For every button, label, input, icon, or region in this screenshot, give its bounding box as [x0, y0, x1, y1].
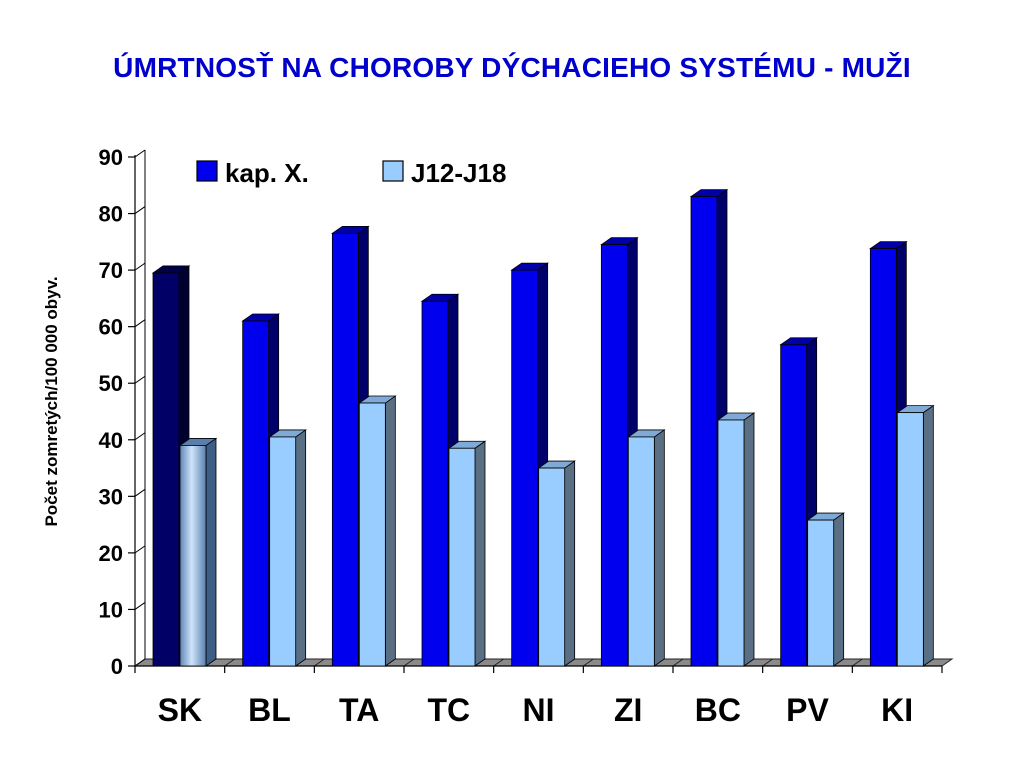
y-tick-label: 60: [99, 315, 123, 340]
bar-zi-j12-j18: [627, 429, 666, 667]
x-tick-label-tc: TC: [428, 692, 471, 728]
bar-sk-kap-x-front: [152, 272, 180, 667]
floor-divider: [852, 658, 863, 667]
y-tick-depth: [134, 432, 146, 441]
chart-bars: [151, 188, 935, 667]
y-tick-depth: [134, 319, 146, 328]
x-tick-label-pv: PV: [786, 692, 829, 728]
bar-ta-j12-j18-front: [358, 402, 386, 667]
floor-divider: [314, 658, 325, 667]
bar-ni-j12-j18: [537, 460, 576, 667]
y-tick-label: 70: [99, 258, 123, 283]
bar-ni-j12-j18-side: [564, 460, 576, 667]
bar-bc-kap-x-front: [690, 196, 718, 667]
floor-divider: [762, 658, 773, 667]
bar-ki-kap-x: [869, 240, 908, 667]
y-tick-depth: [134, 375, 146, 384]
bar-zi-kap-x-front: [600, 244, 628, 667]
bar-ki-kap-x-front: [869, 248, 897, 667]
y-tick-depth: [134, 262, 146, 271]
x-tick-label-ni: NI: [523, 692, 555, 728]
x-tick-label-bl: BL: [248, 692, 291, 728]
bar-sk-j12-j18-front: [179, 445, 207, 667]
y-tick-label: 0: [111, 654, 123, 679]
floor-divider: [672, 658, 684, 667]
y-tick-depth: [134, 602, 146, 610]
y-axis-title: Počet zomretých/100 000 obyv.: [42, 276, 61, 526]
bar-bl-j12-j18-side: [295, 429, 307, 667]
y-tick-depth: [134, 149, 146, 158]
y-tick-label: 90: [99, 145, 123, 170]
floor-divider: [224, 658, 235, 667]
x-tick-label-sk: SK: [158, 692, 202, 728]
bar-tc-j12-j18-front: [448, 447, 476, 667]
legend-item-kap-x: kap. X.: [196, 158, 309, 188]
bar-bc-j12-j18: [716, 412, 756, 667]
y-tick-depth: [134, 488, 146, 497]
bar-pv-j12-j18-front: [807, 519, 835, 667]
chart-legend: kap. X. J12-J18: [196, 158, 506, 188]
floor-divider: [583, 658, 594, 667]
y-tick-label: 10: [99, 597, 123, 622]
bar-zi-j12-j18-side: [653, 429, 665, 667]
legend-item-kap-x-swatch: [196, 160, 218, 182]
y-tick-label: 20: [99, 541, 123, 566]
y-tick-depth: [134, 658, 146, 667]
legend-item-kap-x-label: kap. X.: [225, 158, 309, 188]
bar-ki-j12-j18: [896, 404, 935, 667]
bar-ni-j12-j18-front: [538, 467, 566, 667]
bar-ki-j12-j18-side: [922, 404, 934, 667]
bar-tc-kap-x-front: [421, 300, 449, 667]
bar-ta-j12-j18-side: [384, 395, 396, 667]
floor-divider: [493, 658, 504, 667]
legend-item-j12-j18-label: J12-J18: [411, 158, 506, 188]
bar-zi-j12-j18-front: [627, 436, 655, 667]
bar-bc-kap-x: [689, 188, 729, 667]
bar-ni-kap-x-front: [511, 269, 539, 667]
y-tick-label: 50: [99, 371, 123, 396]
bar-bl-j12-j18-front: [269, 436, 297, 667]
y-tick-depth: [134, 545, 146, 554]
bar-ta-j12-j18: [358, 395, 397, 667]
bar-tc-j12-j18: [447, 440, 487, 667]
x-tick-label-ki: KI: [881, 692, 913, 728]
floor-divider: [403, 658, 415, 667]
bar-ta-kap-x-front: [331, 232, 359, 667]
x-tick-label-ta: TA: [339, 692, 379, 728]
y-tick-depth: [134, 206, 146, 214]
bar-bl-kap-x-front: [242, 320, 270, 667]
bar-bl-j12-j18: [268, 429, 307, 667]
chart-title: ÚMRTNOSŤ NA CHOROBY DÝCHACIEHO SYSTÉMU -…: [113, 52, 911, 83]
bar-ki-j12-j18-front: [896, 412, 924, 667]
chart-labels: 0 10 20 30 40 50 60 70 80 90 Počet zomretých/100 0…: [42, 145, 913, 728]
bar-bc-j12-j18-side: [743, 412, 755, 667]
x-tick-label-bc: BC: [695, 692, 741, 728]
y-tick-label: 40: [99, 428, 123, 453]
bar-pv-j12-j18: [806, 512, 845, 667]
legend-item-j12-j18-swatch: [382, 160, 404, 182]
bar-sk-j12-j18-side: [205, 437, 217, 667]
bar-bc-j12-j18-front: [717, 419, 745, 667]
legend-item-j12-j18: J12-J18: [382, 158, 506, 188]
bar-pv-kap-x-front: [780, 344, 808, 667]
bar-tc-j12-j18-side: [474, 440, 486, 667]
y-tick-label: 30: [99, 484, 123, 509]
y-tick-label: 80: [99, 202, 123, 227]
bar-pv-j12-j18-side: [833, 512, 845, 667]
x-tick-label-zi: ZI: [614, 692, 642, 728]
bar-sk-j12-j18: [178, 437, 218, 667]
